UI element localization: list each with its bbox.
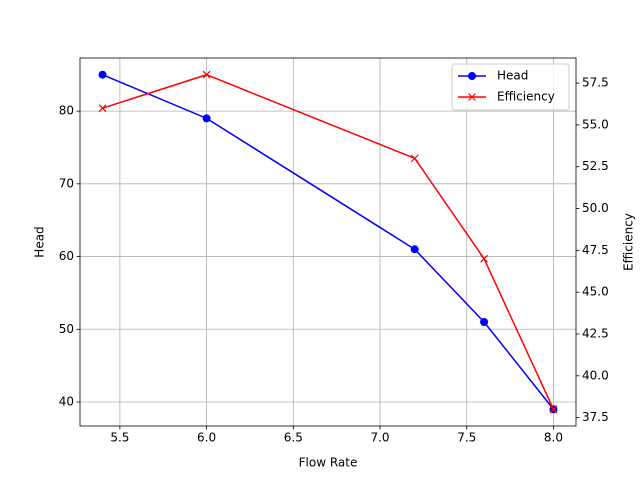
y-tick-label: 70 xyxy=(59,176,74,190)
marker xyxy=(468,93,476,101)
y2-tick-label: 55.0 xyxy=(582,117,609,131)
y2-tick-label: 47.5 xyxy=(582,243,609,257)
marker xyxy=(202,70,211,79)
marker xyxy=(98,70,107,79)
x-axis-label: Flow Rate xyxy=(299,456,358,470)
y-tick-label: 60 xyxy=(59,249,74,263)
legend-label: Head xyxy=(497,69,528,83)
x-tick-label: 6.5 xyxy=(284,431,303,445)
marker xyxy=(410,154,419,163)
x-tick-label: 7.0 xyxy=(370,431,389,445)
series-line xyxy=(102,74,555,410)
x-tick-label: 6.0 xyxy=(197,431,216,445)
y-tick-label: 80 xyxy=(59,104,74,118)
marker xyxy=(549,405,558,414)
marker xyxy=(410,245,419,254)
y-axis-label: Head xyxy=(33,226,47,257)
y-tick-label: 50 xyxy=(59,322,74,336)
y2-tick-label: 57.5 xyxy=(582,76,609,90)
y2-axis-label: Efficiency xyxy=(622,213,636,271)
marker xyxy=(468,72,476,80)
y2-tick-label: 45.0 xyxy=(582,285,609,299)
y2-tick-label: 50.0 xyxy=(582,201,609,215)
marker xyxy=(480,318,489,326)
y2-tick-label: 42.5 xyxy=(582,327,609,341)
marker xyxy=(480,254,489,263)
legend-label: Efficiency xyxy=(497,90,555,104)
y2-tick-label: 37.5 xyxy=(582,410,609,424)
y2-tick-label: 52.5 xyxy=(582,159,609,173)
legend: Head Efficiency xyxy=(451,63,570,111)
marker xyxy=(98,104,107,113)
x-tick-label: 8.0 xyxy=(544,431,563,445)
marker xyxy=(202,114,211,123)
y-tick-label: 40 xyxy=(59,395,74,409)
series-line xyxy=(102,73,555,410)
y2-tick-label: 40.0 xyxy=(582,368,609,382)
x-tick-label: 7.5 xyxy=(457,431,476,445)
x-tick-label: 5.5 xyxy=(110,431,129,445)
plot-frame xyxy=(79,57,577,427)
